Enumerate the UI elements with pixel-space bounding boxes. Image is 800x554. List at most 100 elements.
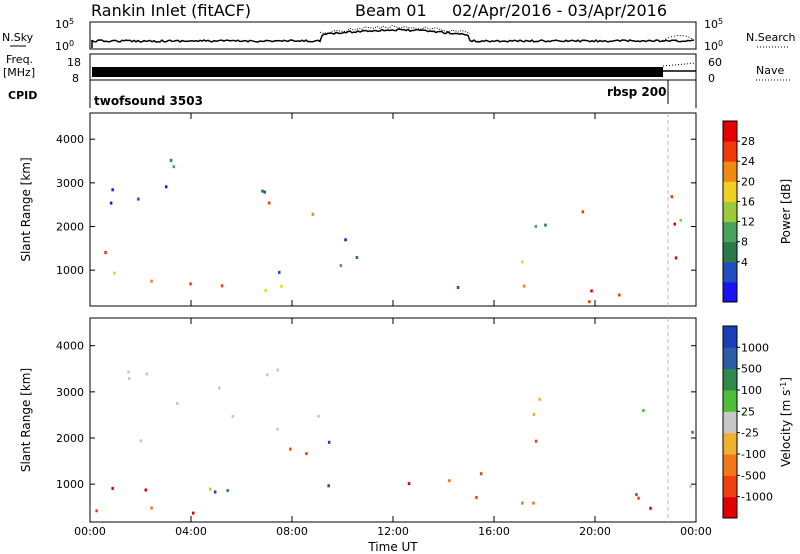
- colorbar-tick-label: 20: [741, 175, 755, 188]
- colorbar-segment: [723, 221, 737, 243]
- velocity-colorbar-label: Velocity [m s-1]: [779, 377, 794, 467]
- range-cell: [231, 415, 235, 418]
- nave-trace-tail: [662, 62, 697, 67]
- range-cell: [344, 238, 347, 242]
- nsky-trace: [91, 28, 695, 48]
- colorbar-tick-label: -25: [741, 427, 759, 440]
- range-cell: [137, 197, 140, 201]
- colorbar-tick-label: -1000: [741, 491, 773, 504]
- colorbar-segment: [723, 411, 737, 434]
- range-cell: [144, 488, 147, 492]
- colorbar-tick-label: -100: [741, 448, 766, 461]
- nave-tick-high: 60: [708, 56, 722, 69]
- y-tick-label: 1000: [56, 478, 84, 491]
- noise-traces: [91, 25, 695, 48]
- cpid-program-1: twofsound 3503: [94, 94, 203, 108]
- power-y-label: Slant Range [km]: [19, 157, 33, 261]
- colorbar-segment: [723, 281, 737, 303]
- range-cell: [637, 496, 640, 500]
- colorbar-frame: [722, 325, 738, 519]
- y-tick-label: 1000: [56, 264, 84, 277]
- range-cell: [218, 386, 221, 390]
- range-cell: [264, 289, 267, 293]
- range-cell: [226, 489, 229, 493]
- range-cell: [278, 270, 281, 274]
- range-cell: [538, 397, 541, 401]
- range-cell: [670, 195, 673, 199]
- range-cell: [113, 271, 116, 275]
- colorbar-tick-label: 12: [741, 216, 755, 229]
- range-cell: [189, 282, 192, 286]
- freq-panel: Freq. [MHz] 18 8 60 0 Nave: [3, 53, 790, 85]
- range-cell: [305, 452, 308, 456]
- range-cell: [169, 158, 173, 162]
- range-cell: [192, 511, 195, 515]
- power-colorbar: 28 24 20 16 12 8 4: [722, 120, 755, 303]
- velocity-x-axis: 00:00 04:00 08:00 12:00 16:00 20:00 00:00: [74, 318, 712, 538]
- range-cell: [127, 370, 130, 374]
- colorbar-tick-label: 8: [741, 236, 748, 249]
- y-tick-label: 2000: [56, 432, 84, 445]
- range-cell: [649, 506, 652, 510]
- colorbar-segment: [723, 347, 737, 370]
- range-cell: [544, 223, 547, 227]
- range-cell: [456, 286, 460, 289]
- colorbar-segment: [723, 241, 737, 263]
- x-tick-label: 16:00: [478, 525, 510, 538]
- range-cell: [150, 506, 153, 510]
- colorbar-segment: [723, 261, 737, 283]
- range-cell: [635, 493, 638, 496]
- range-cell: [327, 440, 331, 444]
- range-cell: [220, 284, 224, 288]
- range-cell: [164, 185, 168, 189]
- range-cell: [618, 293, 621, 297]
- colorbar-tick-label: 1000: [741, 341, 769, 354]
- nsearch-trace: [319, 25, 471, 34]
- y-tick-label: 3000: [56, 386, 84, 399]
- range-cell: [267, 201, 271, 205]
- range-cell: [673, 222, 676, 226]
- colorbar-segment: [723, 432, 737, 455]
- freq-label: Freq.: [6, 53, 33, 66]
- range-cell: [339, 264, 343, 268]
- y-tick-label: 4000: [56, 340, 84, 353]
- freq-tick-low: 8: [72, 72, 79, 85]
- range-cell: [479, 472, 483, 476]
- range-cell: [276, 368, 279, 372]
- range-cell: [532, 413, 536, 416]
- range-cell: [213, 490, 217, 494]
- range-cell: [521, 260, 524, 264]
- velocity-colorbar: 1000 500 100 25 -25 -100 -500 -1000: [722, 325, 773, 519]
- velocity-panel-frame: [89, 317, 697, 523]
- range-cell: [355, 256, 359, 259]
- noise-tick-low-left: 100: [55, 39, 74, 54]
- x-tick-label: 08:00: [276, 525, 308, 538]
- velocity-y-label: Slant Range [km]: [19, 368, 33, 472]
- freq-unit: [MHz]: [3, 66, 35, 79]
- noise-tick-high-right: 105: [704, 17, 723, 32]
- range-cell: [521, 501, 524, 505]
- range-cell: [280, 284, 283, 288]
- noise-tick-high-left: 105: [55, 17, 74, 32]
- x-tick-label: 04:00: [175, 525, 207, 538]
- range-cell: [261, 189, 264, 193]
- range-cell: [532, 501, 535, 505]
- range-cell: [208, 487, 212, 491]
- range-cell: [327, 484, 330, 488]
- colorbar-tick-label: -500: [741, 469, 766, 482]
- power-y-axis: 1000 2000 3000 4000: [56, 133, 696, 277]
- y-tick-label: 4000: [56, 133, 84, 146]
- range-cell: [448, 479, 451, 483]
- colorbar-segment: [723, 181, 737, 202]
- noise-panel-frame: [89, 21, 697, 50]
- x-tick-label: 00:00: [74, 525, 106, 538]
- colorbar-tick-label: 28: [741, 135, 755, 148]
- range-cell: [581, 210, 585, 214]
- range-cell: [95, 509, 98, 513]
- range-cell: [139, 439, 143, 443]
- range-cell: [276, 427, 279, 431]
- range-cell: [691, 430, 694, 434]
- colorbar-tick-label: 100: [741, 384, 762, 397]
- range-cell: [172, 165, 175, 169]
- range-cell: [588, 300, 591, 304]
